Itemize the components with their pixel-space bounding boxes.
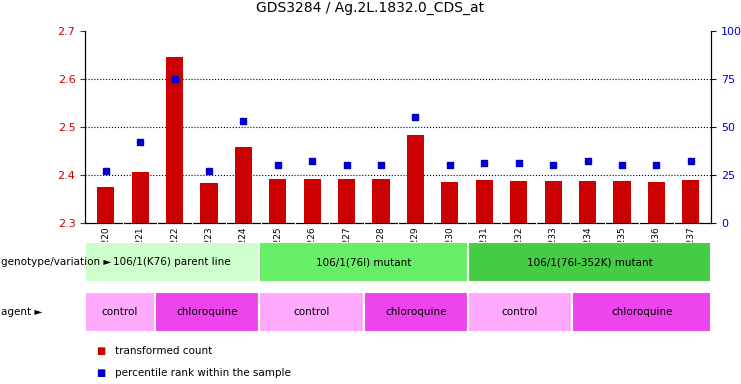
Text: chloroquine: chloroquine [176,307,238,317]
Point [616,162,628,168]
Bar [572,292,711,332]
Bar [338,179,355,223]
Point [272,162,284,168]
Bar [407,135,424,223]
Bar [476,180,493,223]
Bar [304,179,321,223]
Text: GSM253228: GSM253228 [376,226,385,281]
Text: GSM253234: GSM253234 [583,226,592,281]
Text: GSM253237: GSM253237 [686,226,695,281]
Point [444,162,456,168]
Text: GSM253233: GSM253233 [548,226,558,281]
Text: ■: ■ [96,346,105,356]
Bar [259,292,364,332]
Text: GSM253229: GSM253229 [411,226,420,281]
Text: 106/1(76I) mutant: 106/1(76I) mutant [316,257,411,267]
Bar [579,181,596,223]
Text: GDS3284 / Ag.2L.1832.0_CDS_at: GDS3284 / Ag.2L.1832.0_CDS_at [256,1,485,15]
Point [375,162,387,168]
Point [651,162,662,168]
Bar [85,242,259,282]
Text: ■: ■ [96,368,105,378]
Point [547,162,559,168]
Text: genotype/variation ►: genotype/variation ► [1,257,112,267]
Text: GSM253224: GSM253224 [239,226,248,281]
Text: GSM253223: GSM253223 [205,226,213,281]
Bar [373,179,390,223]
Text: GSM253221: GSM253221 [136,226,144,281]
Point [513,160,525,166]
Bar [682,180,700,223]
Point [134,139,146,145]
Bar [364,292,468,332]
Point [341,162,353,168]
Bar [545,181,562,223]
Text: GSM253230: GSM253230 [445,226,454,281]
Text: GSM253236: GSM253236 [652,226,661,281]
Point [410,114,422,120]
Bar [648,182,665,223]
Bar [468,292,572,332]
Point [685,158,697,164]
Text: control: control [293,307,330,317]
Point [169,76,181,82]
Bar [132,172,149,223]
Bar [155,292,259,332]
Bar [510,181,528,223]
Point [582,158,594,164]
Bar [85,292,155,332]
Text: 106/1(76I-352K) mutant: 106/1(76I-352K) mutant [527,257,653,267]
Text: GSM253222: GSM253222 [170,226,179,281]
Bar [97,187,114,223]
Text: chloroquine: chloroquine [611,307,673,317]
Text: GSM253225: GSM253225 [273,226,282,281]
Text: GSM253231: GSM253231 [479,226,489,281]
Point [238,118,250,124]
Bar [259,242,468,282]
Text: GSM253226: GSM253226 [308,226,317,281]
Text: GSM253235: GSM253235 [617,226,626,281]
Text: transformed count: transformed count [115,346,212,356]
Point [203,168,215,174]
Text: chloroquine: chloroquine [385,307,446,317]
Bar [201,183,218,223]
Bar [468,242,711,282]
Point [100,168,112,174]
Text: GSM253220: GSM253220 [102,226,110,281]
Text: agent ►: agent ► [1,307,43,317]
Text: GSM253232: GSM253232 [514,226,523,281]
Point [306,158,318,164]
Point [479,160,491,166]
Bar [614,181,631,223]
Bar [235,147,252,223]
Text: percentile rank within the sample: percentile rank within the sample [115,368,290,378]
Text: control: control [502,307,538,317]
Bar [269,179,287,223]
Text: GSM253227: GSM253227 [342,226,351,281]
Bar [166,57,183,223]
Text: control: control [102,307,138,317]
Bar [442,182,459,223]
Text: 106/1(K76) parent line: 106/1(K76) parent line [113,257,231,267]
